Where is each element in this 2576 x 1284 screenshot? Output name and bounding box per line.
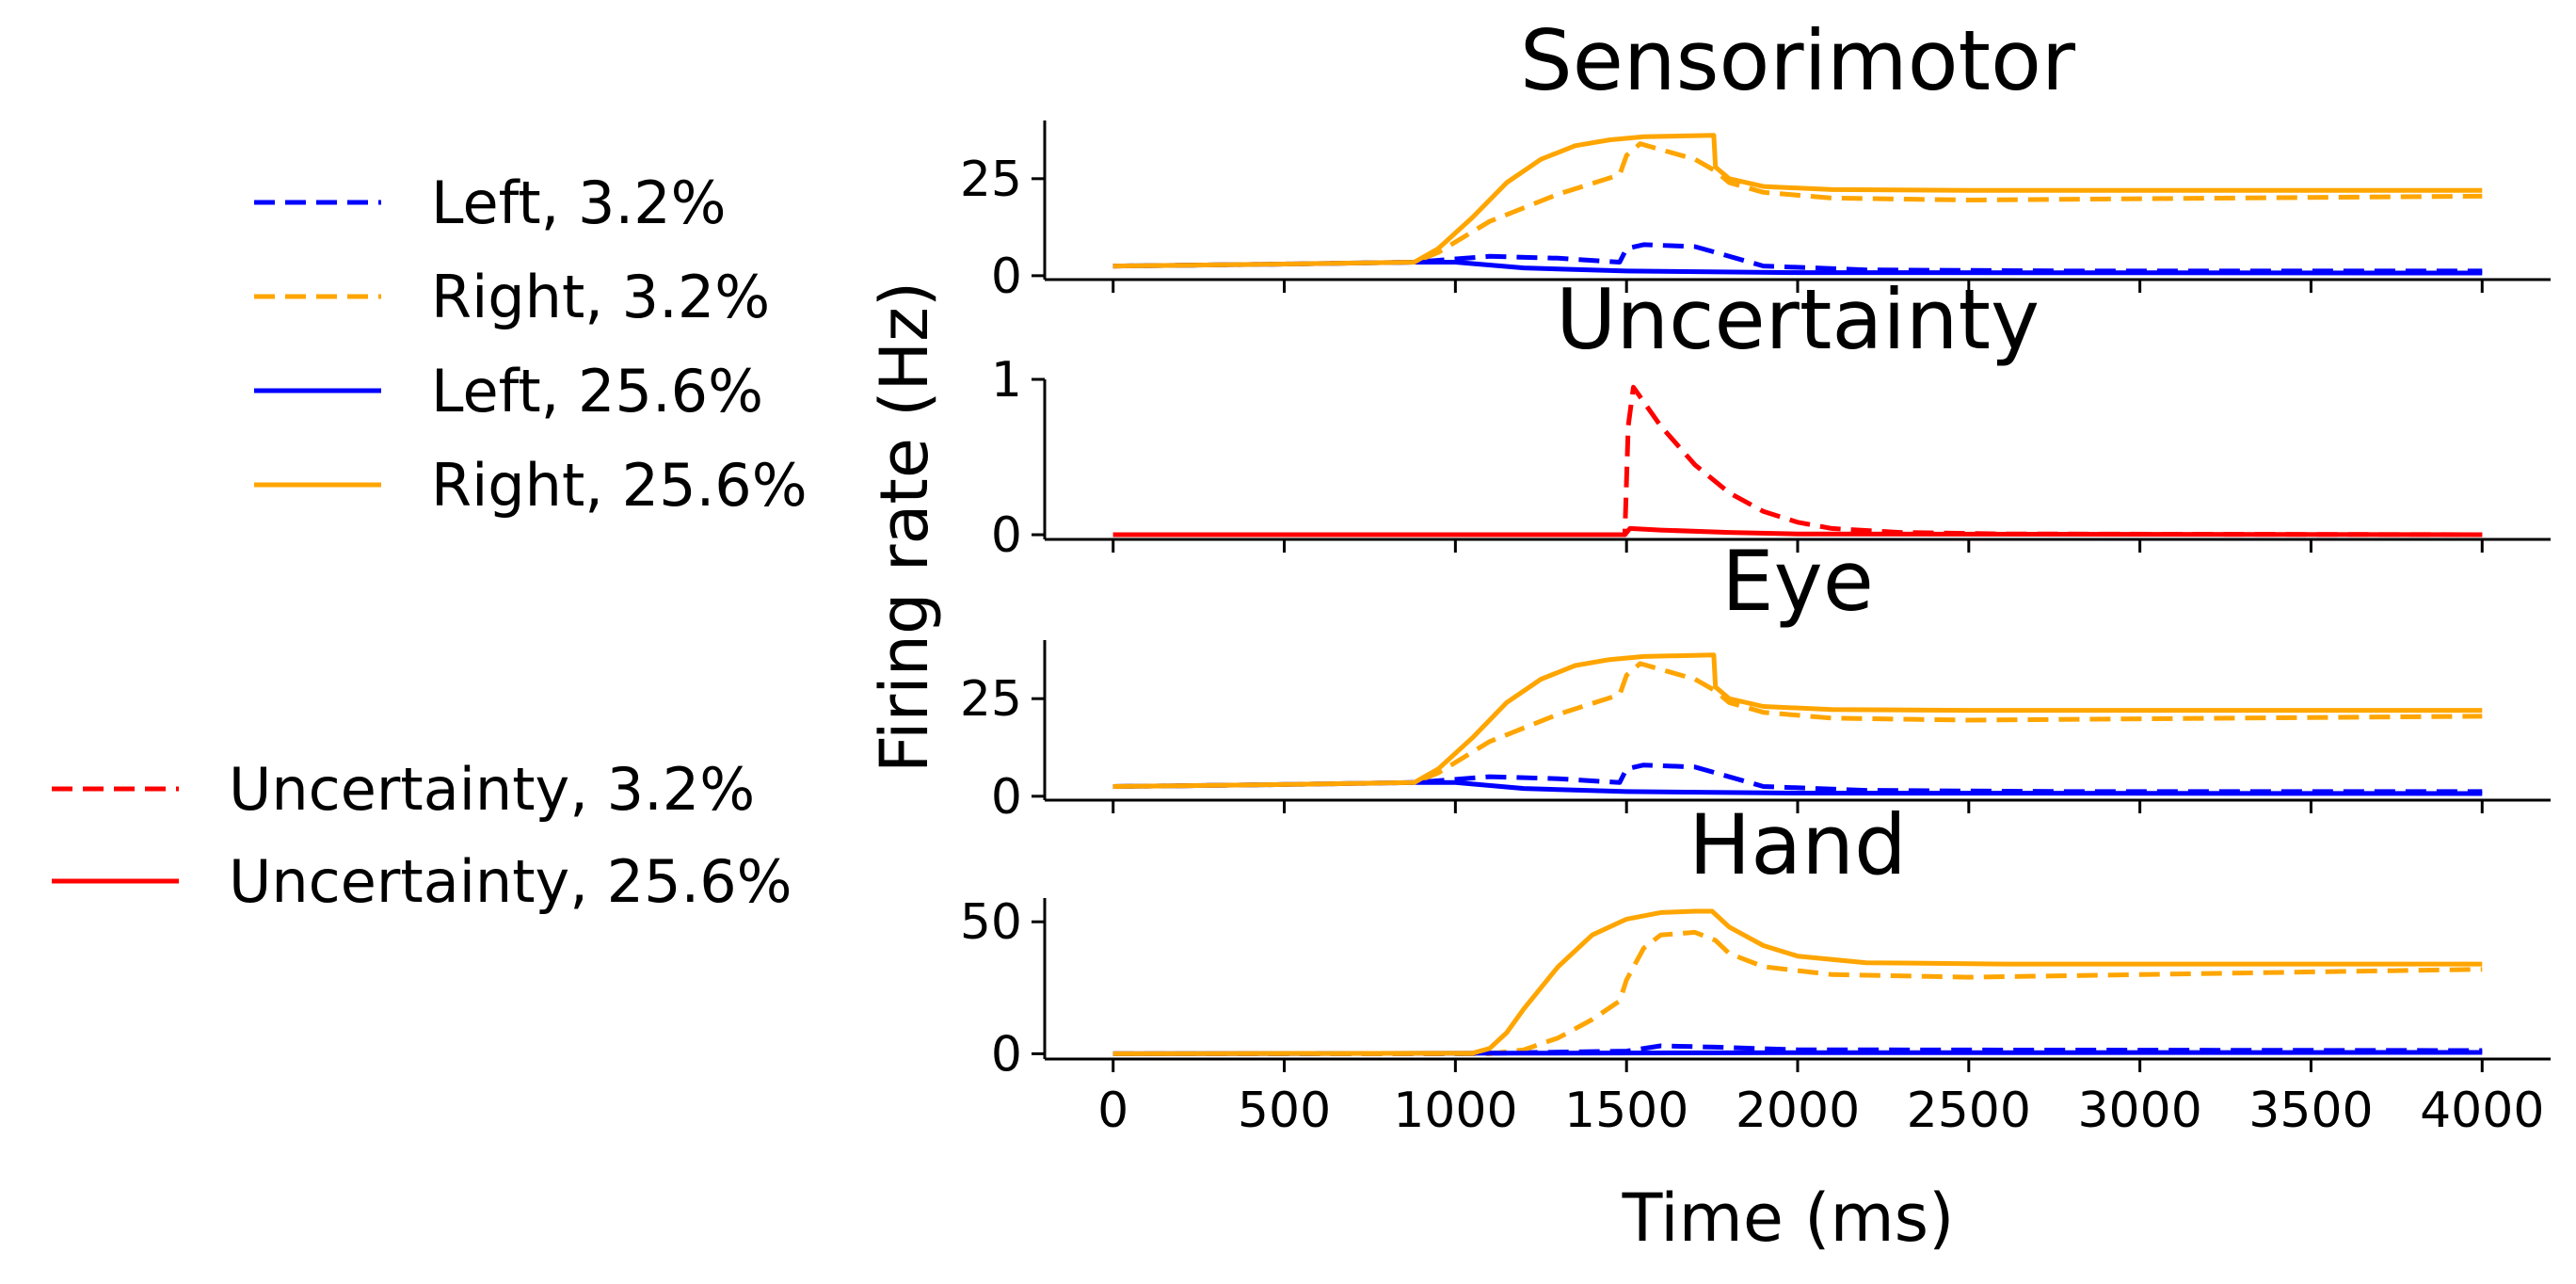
legend-label: Uncertainty, 3.2% [229, 755, 755, 824]
x-tick-label: 1000 [1393, 1083, 1517, 1139]
legend-label: Right, 3.2% [431, 263, 770, 331]
legend-uncertainty: Uncertainty, 3.2% Uncertainty, 25.6% [52, 755, 792, 916]
y-tick-label: 25 [960, 152, 1022, 208]
series-line-uncertainty-25-6- [1112, 525, 2483, 538]
x-tick-label: 2000 [1736, 1083, 1860, 1139]
y-tick-label: 0 [991, 1026, 1022, 1083]
x-tick-label: 500 [1238, 1083, 1331, 1139]
x-axis-label: Time (ms) [1622, 1180, 1955, 1257]
panel-title: Sensorimotor [1520, 12, 2076, 109]
panel-title: Uncertainty [1556, 271, 2040, 368]
x-tick-label: 1500 [1564, 1083, 1688, 1139]
series-line-right-25-6- [1112, 652, 2483, 789]
x-tick-label: 0 [1097, 1083, 1128, 1139]
legend-entry: Right, 25.6% [254, 451, 808, 520]
series-line-right-25-6- [1112, 133, 2483, 269]
series-line-left-3-2- [1112, 242, 2483, 274]
y-tick-label: 0 [991, 769, 1022, 826]
x-tick-label: 2500 [1907, 1083, 2031, 1139]
y-tick-label: 0 [991, 249, 1022, 305]
panel-sensorimotor: Sensorimotor 0 25 [960, 12, 2551, 305]
legend-entry: Uncertainty, 3.2% [52, 755, 755, 824]
series-line-right-3-2- [1112, 929, 2483, 1056]
legend-label: Uncertainty, 25.6% [229, 847, 792, 916]
legend-entry: Uncertainty, 25.6% [52, 847, 792, 916]
x-tick-label: 3500 [2248, 1083, 2373, 1139]
legend-entry: Left, 3.2% [254, 169, 727, 237]
legend-label: Left, 3.2% [431, 169, 727, 237]
y-axis-label: Firing rate (Hz) [866, 281, 943, 773]
panels: Sensorimotor 0 25 Uncertainty 0 1 Eye 0 25 Hand 0 5… [960, 12, 2551, 1139]
legend-entry: Left, 25.6% [254, 357, 763, 425]
panel-eye: Eye 0 25 [960, 533, 2551, 826]
y-tick-label: 1 [991, 352, 1022, 409]
series-line-right-3-2- [1112, 661, 2483, 789]
y-tick-label: 0 [991, 507, 1022, 564]
series-line-right-25-6- [1112, 908, 2483, 1056]
panel-uncertainty: Uncertainty 0 1 [991, 271, 2551, 564]
y-tick-label: 25 [960, 671, 1022, 728]
legend-choice: Left, 3.2% Right, 3.2% Left, 25.6% Right, 2… [254, 169, 808, 520]
panel-title: Eye [1721, 533, 1874, 630]
panel-title: Hand [1688, 796, 1907, 893]
x-tick-label: 4000 [2420, 1083, 2544, 1139]
legend-label: Left, 25.6% [431, 357, 763, 425]
series-line-right-3-2- [1112, 141, 2483, 269]
y-tick-label: 50 [960, 894, 1022, 951]
x-tick-label: 3000 [2077, 1083, 2201, 1139]
series-line-left-3-2- [1112, 762, 2483, 794]
legend-entry: Right, 3.2% [254, 263, 770, 331]
legend-label: Right, 25.6% [431, 451, 808, 520]
series-line-uncertainty-3-2- [1112, 384, 2483, 538]
